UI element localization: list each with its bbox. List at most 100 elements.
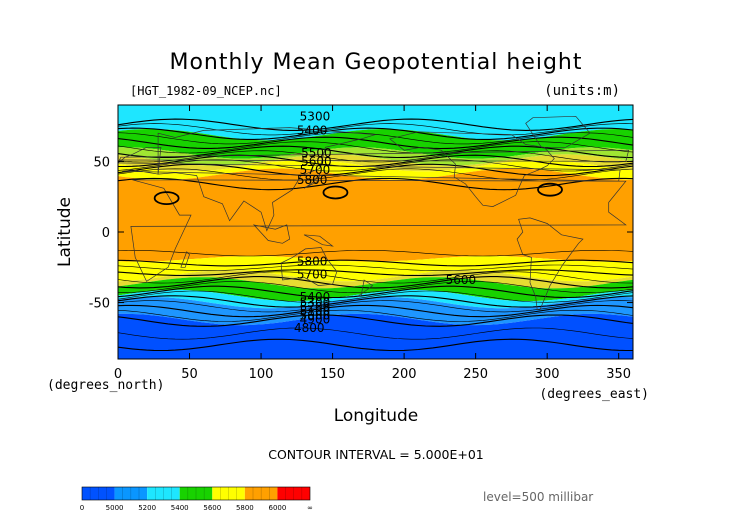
contour-line <box>118 168 633 181</box>
contour-line <box>118 276 633 289</box>
contour-line <box>118 271 633 284</box>
contour-label: 4800 <box>294 321 325 335</box>
y-axis-label: Latitude <box>55 197 75 267</box>
height-band <box>118 168 633 262</box>
high-center-contour <box>153 191 180 206</box>
contour-interval-text: CONTOUR INTERVAL = 5.000E+01 <box>268 447 484 462</box>
plot-area <box>118 105 633 359</box>
height-band <box>118 154 633 172</box>
colorbar-tick-label: 5400 <box>171 504 189 512</box>
coastline <box>157 127 376 232</box>
y-axis-ticks: -50 0 50 <box>89 155 633 312</box>
contour-line <box>118 259 633 267</box>
contour-label: 5500 <box>301 146 332 160</box>
contour-line <box>118 177 633 191</box>
contour-line <box>118 338 633 352</box>
high-center-contour <box>322 185 349 200</box>
coastline <box>389 131 555 207</box>
colorbar-tick-label: 5000 <box>106 504 124 512</box>
coastline <box>252 224 291 244</box>
level-text: level=500 millibar <box>483 490 593 504</box>
contour-label: 5300 <box>300 296 331 310</box>
contour-line <box>118 314 633 327</box>
height-band <box>118 256 633 282</box>
coastline <box>303 173 321 189</box>
colorbar: 0 5000 5200 5400 5600 5800 6000 ∞ <box>80 486 313 512</box>
coastline <box>180 251 190 268</box>
contour-line <box>118 290 633 303</box>
contour-label: 5600 <box>446 273 477 287</box>
coastline <box>525 115 591 148</box>
colorbar-tick-label: ∞ <box>307 504 313 512</box>
x-tick-label: 350 <box>606 367 631 382</box>
contour-line <box>118 136 633 150</box>
contour-label: 5800 <box>297 173 328 187</box>
colorbar-tick-label: 5800 <box>236 504 254 512</box>
contour-line <box>118 123 633 136</box>
height-band <box>118 160 633 180</box>
coastline <box>118 149 630 162</box>
contour-label: 5400 <box>300 290 331 304</box>
height-band <box>118 270 633 289</box>
x-tick-label: 250 <box>463 367 488 382</box>
contour-line <box>118 309 633 322</box>
coastlines <box>118 115 630 310</box>
coastline <box>118 146 621 182</box>
high-center-contour <box>537 182 563 197</box>
height-band <box>118 277 633 302</box>
contour-lines <box>118 118 633 352</box>
contour-line <box>118 141 633 154</box>
coastline <box>516 217 584 310</box>
high-pressure-centers <box>153 182 563 206</box>
height-band <box>118 105 633 141</box>
contour-line <box>118 285 633 299</box>
contour-label: 5700 <box>300 163 331 177</box>
colorbar-tick-label: 5200 <box>138 504 156 512</box>
file-label: [HGT_1982-09_NCEP.nc] <box>130 84 282 98</box>
contour-line <box>118 118 633 131</box>
contour-line <box>118 327 633 340</box>
y-tick-label: 50 <box>93 155 110 170</box>
contour-line <box>118 295 633 308</box>
contour-line <box>118 154 633 168</box>
x-units-label: (degrees_east) <box>539 387 649 402</box>
contour-line <box>118 281 633 294</box>
x-tick-label: 50 <box>181 367 198 382</box>
x-tick-label: 300 <box>535 367 560 382</box>
contour-line <box>118 127 633 140</box>
units-label: (units:m) <box>544 83 620 99</box>
contour-label: 5400 <box>297 123 328 137</box>
chart-title: Monthly Mean Geopotential height <box>169 50 582 75</box>
contour-line <box>118 300 633 313</box>
colorbar-tick-label: 5600 <box>203 504 221 512</box>
x-tick-label: 200 <box>392 367 417 382</box>
contour-label: 5800 <box>297 255 328 269</box>
coastline <box>130 179 627 282</box>
contour-label: 5700 <box>297 267 328 281</box>
coastline <box>356 279 374 298</box>
contour-label: 5300 <box>300 109 331 123</box>
colorbar-frame <box>81 486 311 501</box>
x-tick-label: 150 <box>320 367 345 382</box>
y-units-label: (degrees_north) <box>47 378 164 393</box>
x-axis-label: Longitude <box>334 406 419 426</box>
contour-line <box>118 249 633 257</box>
contour-line <box>118 304 633 318</box>
x-tick-label: 0 <box>114 367 122 382</box>
contour-label: 5200 <box>300 300 331 314</box>
contour-label: 5000 <box>300 308 331 322</box>
colorbar-tick-label: 6000 <box>269 504 287 512</box>
contour-label: 5600 <box>301 154 332 168</box>
contour-line <box>118 145 633 159</box>
y-tick-label: 0 <box>102 226 110 241</box>
contour-label: 5100 <box>300 304 331 318</box>
contour-line <box>118 269 633 277</box>
colorbar-tick-label: 0 <box>80 504 84 512</box>
x-axis-ticks: 0 50 100 150 200 250 300 350 <box>114 105 631 382</box>
contour-label: 4900 <box>300 312 331 326</box>
y-tick-label: -50 <box>89 297 110 312</box>
height-bands <box>118 105 633 359</box>
coastline <box>280 247 338 286</box>
